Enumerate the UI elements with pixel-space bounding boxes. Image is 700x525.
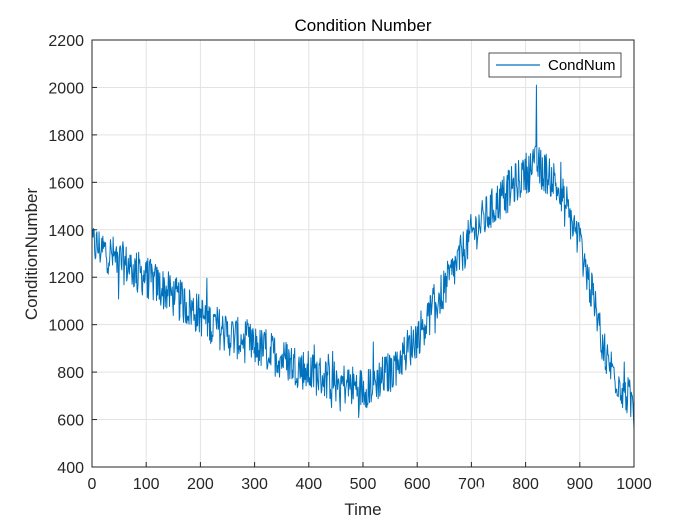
chart-title: Condition Number: [294, 16, 431, 35]
watermark: 公众号 · 天天Matlab: [470, 486, 639, 506]
x-tick-label: 100: [133, 476, 160, 493]
y-tick-label: 1400: [48, 223, 84, 240]
y-tick-label: 1800: [48, 128, 84, 145]
x-tick-label: 400: [295, 476, 322, 493]
x-tick-label: 1000: [616, 476, 652, 493]
x-axis-label: Time: [344, 500, 381, 519]
y-tick-label: 800: [57, 365, 84, 382]
y-tick-label: 1600: [48, 175, 84, 192]
series-layer: [91, 84, 635, 430]
x-tick-label: 600: [404, 476, 431, 493]
x-tick-label: 800: [512, 476, 539, 493]
watermark-text: 公众号 · 天天Matlab: [497, 488, 639, 506]
x-tick-label: 900: [566, 476, 593, 493]
ticks: [91, 39, 635, 468]
y-axis-label: ConditionNumber: [22, 188, 41, 321]
legend-label-condnum: CondNum: [548, 57, 616, 74]
series-line-condnum: [91, 84, 635, 430]
y-tick-labels: 400 600 800 1000 1200 1400 1600 1800 2000 2200: [48, 33, 84, 477]
y-tick-label: 2000: [48, 80, 84, 97]
x-tick-label: 500: [350, 476, 377, 493]
y-tick-label: 600: [57, 413, 84, 430]
y-tick-label: 400: [57, 460, 84, 477]
y-tick-label: 1000: [48, 318, 84, 335]
x-tick-labels: 0 100 200 300 400 500 600 700 800 900 1000: [88, 476, 652, 493]
y-tick-label: 2200: [48, 33, 84, 50]
y-tick-label: 1200: [48, 270, 84, 287]
x-tick-label: 0: [88, 476, 97, 493]
legend: CondNum: [488, 52, 622, 78]
x-tick-label: 300: [241, 476, 268, 493]
x-tick-label: 200: [187, 476, 214, 493]
wechat-icon: [470, 486, 496, 506]
